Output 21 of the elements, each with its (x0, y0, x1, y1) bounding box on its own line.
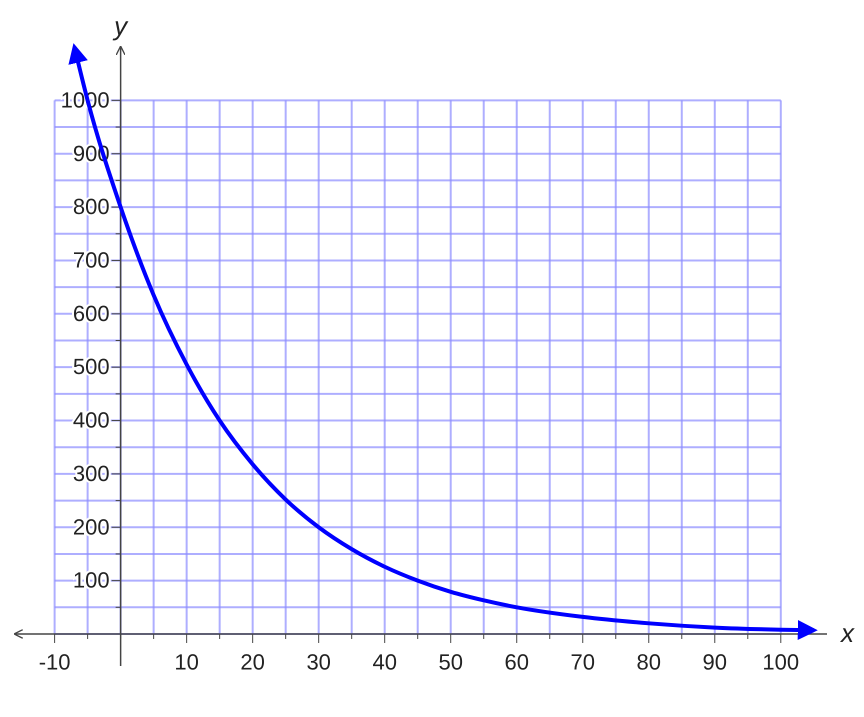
y-tick-label: 100 (72, 568, 110, 593)
x-axis-title: x (839, 618, 855, 648)
y-tick-label: 800 (72, 194, 110, 220)
y-tick-label: 700 (72, 247, 110, 272)
x-tick-label: 20 (240, 650, 265, 675)
x-tick-label: 80 (636, 650, 661, 675)
x-tick-label: 30 (306, 650, 331, 675)
x-tick-label: 60 (504, 650, 529, 675)
y-tick-label: 600 (72, 300, 110, 326)
x-tick-label: 10 (174, 650, 199, 675)
y-tick-label: 500 (72, 354, 110, 380)
y-tick-label: 200 (72, 514, 110, 540)
y-tick-label: 300 (72, 460, 110, 486)
x-tick-label: 70 (570, 650, 595, 675)
x-tick-label: 50 (438, 650, 463, 675)
y-tick-label: 400 (72, 408, 110, 433)
y-axis-title: y (112, 11, 130, 41)
x-tick-label: 90 (702, 650, 728, 675)
x-tick-label: -10 (38, 650, 71, 675)
x-tick-label: 40 (372, 650, 397, 675)
x-tick-label: 100 (762, 650, 800, 675)
